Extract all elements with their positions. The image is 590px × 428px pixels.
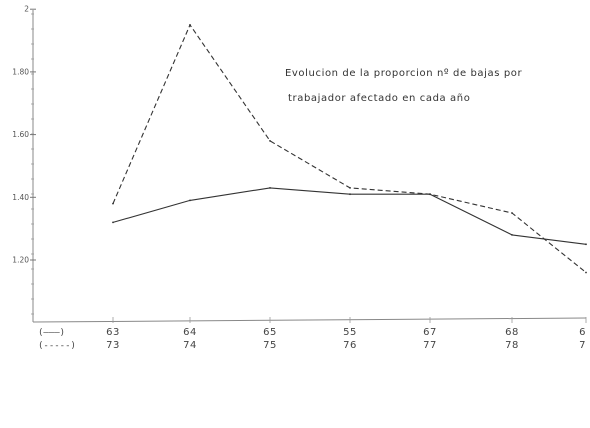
solid-point — [585, 243, 587, 246]
solid-point — [189, 199, 191, 202]
y-tick-label: 1.80 — [12, 67, 29, 76]
category-label-row1: 63 — [106, 327, 120, 338]
x-axis-line — [32, 317, 587, 323]
dashed-point — [269, 140, 271, 142]
legend-marker-dashed: (-----) — [38, 341, 76, 351]
title-line-2: trabajador afectado en cada año — [288, 93, 470, 104]
y-tick-label: 2 — [24, 5, 29, 14]
dashed-point — [112, 202, 114, 205]
y-tick-label: 1.60 — [12, 130, 29, 139]
category-labels: 63 64 65 55 67 68 6 73 74 75 76 77 78 7 — [106, 327, 586, 351]
category-label-row1: 65 — [263, 327, 277, 338]
category-label-row2: 76 — [343, 340, 357, 351]
category-label-row1: 55 — [343, 327, 357, 338]
category-label-row2: 77 — [423, 340, 437, 351]
y-tick-label: 1.40 — [12, 193, 29, 202]
category-label-row1: 6 — [579, 327, 586, 338]
dashed-point — [189, 24, 191, 26]
category-label-row1: 64 — [183, 327, 197, 338]
dashed-point — [585, 271, 587, 274]
category-label-row2: 7 — [579, 340, 586, 351]
legend-marker-solid: (———) — [38, 328, 65, 338]
category-label-row2: 78 — [505, 340, 519, 351]
solid-point — [269, 187, 271, 189]
solid-point — [511, 234, 513, 236]
dashed-point — [511, 212, 513, 214]
series-layer — [112, 24, 587, 274]
category-label-row2: 74 — [183, 340, 197, 351]
category-label-row2: 73 — [106, 340, 120, 351]
axis-layer: 2 1.80 1.60 1.40 1.20 — [12, 5, 587, 323]
category-label-row2: 75 — [263, 340, 277, 351]
category-label-row1: 68 — [505, 327, 519, 338]
y-tick-label: 1.20 — [12, 256, 29, 265]
dashed-point — [349, 187, 351, 189]
chart-title: Evolucion de la proporcion nº de bajas p… — [285, 68, 523, 104]
title-line-1: Evolucion de la proporcion nº de bajas p… — [285, 68, 523, 79]
solid-point — [112, 221, 114, 224]
dashed-point — [429, 193, 431, 196]
legend: (———) (-----) — [38, 328, 76, 351]
category-label-row1: 67 — [423, 327, 437, 338]
solid-point — [349, 193, 351, 196]
